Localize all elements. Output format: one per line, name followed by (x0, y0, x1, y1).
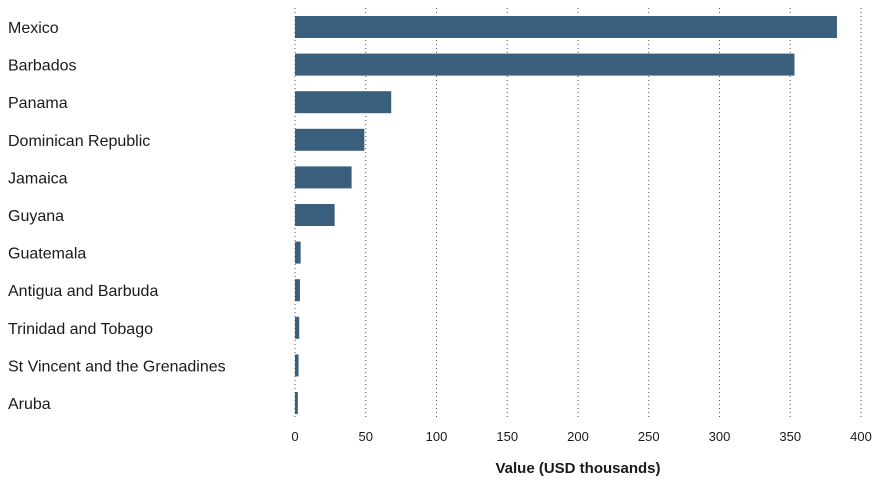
category-label-2: Panama (8, 95, 68, 112)
category-label-3: Dominican Republic (8, 133, 150, 150)
x-tick-label-100: 100 (426, 429, 448, 444)
bar-10 (295, 392, 298, 414)
bar-9 (295, 354, 299, 377)
bar-5 (295, 204, 335, 226)
x-tick-label-150: 150 (496, 429, 518, 444)
bar-8 (295, 316, 300, 339)
category-label-10: Aruba (8, 396, 51, 413)
category-label-4: Jamaica (8, 170, 68, 187)
bar-4 (295, 166, 352, 189)
x-tick-label-400: 400 (850, 429, 872, 444)
bar-1 (295, 53, 795, 76)
category-label-8: Trinidad and Tobago (8, 321, 153, 338)
category-label-5: Guyana (8, 208, 64, 225)
category-label-1: Barbados (8, 58, 77, 75)
x-tick-labels: 0 50 100 150 200 250 300 350 400 (291, 429, 871, 444)
bar-3 (295, 128, 365, 151)
category-label-7: Antigua and Barbuda (8, 283, 158, 300)
category-label-6: Guatemala (8, 246, 86, 263)
category-label-0: Mexico (8, 20, 59, 37)
x-tick-label-50: 50 (359, 429, 373, 444)
category-labels: Mexico Barbados Panama Dominican Republic Ja… (8, 20, 226, 413)
bars (295, 16, 837, 414)
bar-6 (295, 241, 301, 264)
x-tick-label-0: 0 (291, 429, 298, 444)
grid-lines (294, 8, 862, 420)
bar-2 (295, 91, 392, 114)
x-tick-label-200: 200 (567, 429, 589, 444)
x-tick-label-350: 350 (779, 429, 801, 444)
category-label-9: St Vincent and the Grenadines (8, 358, 226, 375)
bar-0 (295, 16, 837, 38)
x-tick-label-250: 250 (638, 429, 660, 444)
x-axis-title: Value (USD thousands) (495, 460, 660, 477)
bar-7 (295, 279, 300, 302)
x-tick-label-300: 300 (709, 429, 731, 444)
